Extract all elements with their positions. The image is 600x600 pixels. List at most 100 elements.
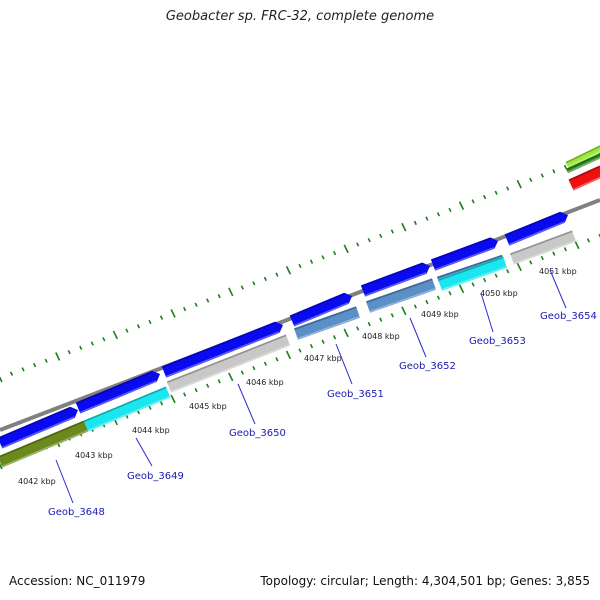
outer-tick — [483, 194, 487, 200]
accession-label: Accession: NC_011979 — [9, 574, 146, 588]
cds-forward — [430, 237, 498, 271]
outer-tick — [252, 281, 256, 286]
inner-tick — [586, 238, 591, 243]
locus-label: Geob_3650 — [229, 428, 286, 439]
outer-tick — [516, 179, 522, 189]
inner-tick — [540, 255, 544, 261]
outer-tick — [494, 190, 498, 195]
outer-tick — [228, 287, 234, 297]
outer-tick — [471, 199, 475, 204]
outer-tick — [506, 186, 510, 191]
inner-tick — [448, 291, 452, 296]
genome-title: Geobacter sp. FRC-32, complete genome — [165, 9, 435, 24]
outer-tick — [102, 337, 106, 342]
scale-label: 4046 kbp — [246, 378, 284, 387]
inner-tick — [275, 357, 279, 362]
cds-inner — [0, 420, 89, 468]
outer-tick — [298, 263, 302, 269]
outer-tick — [356, 242, 360, 247]
scale-label: 4051 kbp — [539, 267, 577, 276]
outer-tick — [529, 177, 533, 182]
outer-tick — [367, 238, 371, 243]
locus-label: Geob_3651 — [327, 389, 384, 400]
inner-tick-ring — [0, 233, 600, 470]
outer-tick — [79, 345, 83, 350]
outer-tick — [343, 244, 349, 254]
cds-forward — [360, 262, 430, 297]
inner-tick — [574, 240, 580, 250]
cds-forward — [75, 370, 160, 414]
inner-tick — [494, 273, 498, 278]
cds-inner — [366, 278, 436, 313]
locus-label: Geob_3648 — [48, 507, 105, 518]
feature-track-segment — [568, 165, 600, 191]
inner-tick — [228, 372, 234, 382]
cds-forward — [161, 321, 283, 378]
inner-tick — [563, 247, 567, 252]
outer-tick — [401, 222, 407, 232]
inner-tick — [285, 350, 292, 360]
outer-tick — [217, 294, 221, 299]
inner-tick — [321, 339, 325, 344]
inner-tick — [298, 348, 302, 353]
inner-tick — [0, 463, 3, 470]
outer-tick — [263, 276, 267, 282]
outer-tick — [159, 315, 164, 320]
outer-tick — [540, 173, 544, 178]
inner-tick — [483, 277, 487, 283]
inner-tick — [471, 282, 475, 287]
outer-tick — [148, 319, 152, 325]
outer-tick — [0, 376, 3, 383]
genome-summary: Topology: circular; Length: 4,304,501 bp… — [260, 574, 590, 588]
outer-tick — [21, 367, 25, 372]
gene-callout: Geob_3653 — [469, 292, 526, 347]
scale-label: 4045 kbp — [189, 402, 227, 411]
inner-tick — [390, 313, 394, 318]
scale-label: 4044 kbp — [132, 426, 170, 435]
cds-inner — [294, 306, 360, 340]
callout-line — [135, 437, 153, 467]
gene-callout: Geob_3649 — [127, 437, 184, 482]
feature-track-segment — [566, 153, 600, 174]
outer-tick — [170, 309, 176, 318]
inner-tick — [436, 295, 441, 300]
inner-tick — [240, 370, 244, 375]
inner-tick — [183, 392, 187, 397]
callout-line — [237, 383, 256, 425]
feature-tracks — [0, 145, 600, 468]
gene-callout: Geob_3650 — [229, 383, 286, 439]
inner-tick — [170, 394, 176, 404]
callout-line — [55, 459, 74, 504]
outer-tick — [33, 362, 37, 368]
outer-tick — [194, 302, 198, 307]
scale-label: 4043 kbp — [75, 451, 113, 460]
outer-tick — [9, 371, 14, 376]
inner-tick — [148, 405, 152, 410]
outer-tick — [552, 169, 556, 174]
inner-tick — [136, 410, 141, 415]
outer-tick — [425, 216, 429, 221]
outer-tick — [413, 220, 417, 226]
outer-tick — [206, 298, 210, 303]
outer-tick — [436, 212, 441, 217]
inner-tick — [309, 343, 314, 349]
inner-tick — [425, 299, 429, 305]
inner-tick — [516, 262, 522, 272]
locus-label: Geob_3649 — [127, 471, 184, 482]
gene-callouts: Geob_3648 Geob_3649 Geob_3650 Geob_3651 Geob… — [48, 269, 597, 518]
scale-label: 4047 kbp — [304, 354, 342, 363]
scale-label: 4048 kbp — [362, 332, 400, 341]
inner-tick — [333, 335, 337, 340]
inner-tick — [413, 304, 417, 309]
outer-tick — [309, 259, 314, 264]
gene-callout: Geob_3654 — [540, 269, 597, 322]
cds-forward — [289, 292, 352, 327]
outer-tick-ring — [0, 151, 600, 383]
outer-tick — [67, 350, 71, 355]
outer-tick — [55, 352, 61, 361]
inner-tick — [263, 361, 267, 366]
locus-label: Geob_3652 — [399, 361, 456, 372]
inner-tick — [194, 387, 198, 393]
